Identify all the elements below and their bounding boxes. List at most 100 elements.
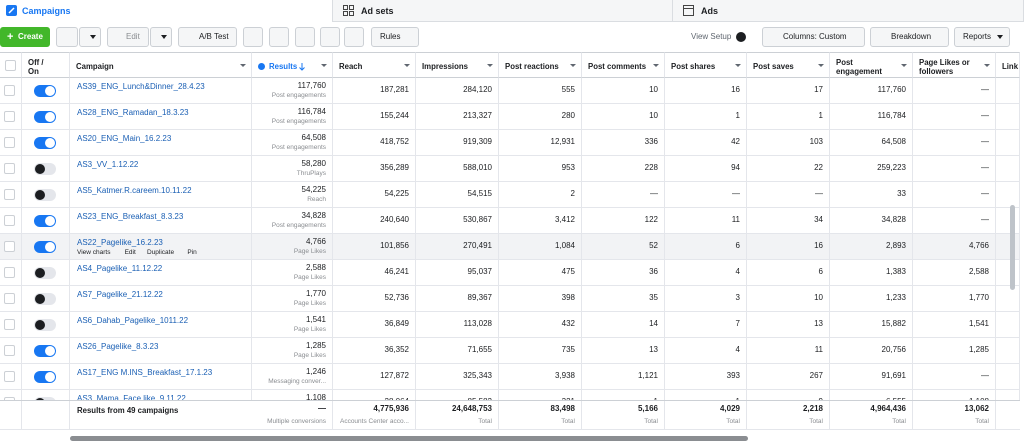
metric-value: 2,893 [885,241,906,250]
metric-value: 12,931 [550,137,575,146]
delete-button[interactable] [295,27,315,47]
header-cell[interactable]: Post engagement [830,52,913,78]
campaign-name[interactable]: AS26_Pagelike_8.3.23 [77,342,159,351]
row-checkbox[interactable] [4,293,15,304]
header-cell[interactable]: Post saves [747,52,830,78]
h-scrollbar[interactable] [70,436,748,441]
metric-value: 6,555 [886,397,906,400]
metric-value: 42 [731,137,740,146]
duplicate-button[interactable] [56,27,78,47]
ab-test-button[interactable]: A/B Test [178,27,237,47]
footer-label: Results from 49 campaigns [77,406,179,415]
table-row[interactable]: AS5_Katmer.R.careem.10.11.22 54,225 Reach 5… [0,182,1020,208]
table-row[interactable]: AS3_Mama_Face like_9.11.22 1,108Page Like… [0,390,1020,400]
undo-button[interactable] [269,27,289,47]
preview-button[interactable] [320,27,340,47]
toggle[interactable] [34,345,56,357]
toggle[interactable] [34,189,56,201]
toggle[interactable] [34,371,56,383]
table-row[interactable]: AS7_Pagelike_21.12.22 1,770 Page Likes 52,7… [0,286,1020,312]
report-button[interactable] [243,27,263,47]
toggle[interactable] [34,267,56,279]
header-cell[interactable]: Page Likes or followers [913,52,996,78]
table-row[interactable]: AS3_VV_1.12.22 58,280 ThruPlays 356,289 588,… [0,156,1020,182]
cell [0,338,22,364]
campaign-name[interactable]: AS28_ENG_Ramadan_18.3.23 [77,108,189,117]
tab[interactable]: Campaigns [0,0,333,22]
v-scrollbar[interactable] [1010,205,1015,290]
header-cell[interactable]: Impressions [416,52,499,78]
table-row[interactable]: AS20_ENG_Main_16.2.23 64,508 Post engageme… [0,130,1020,156]
toggle[interactable] [34,319,56,331]
columns-button[interactable]: Columns: Custom [762,27,865,47]
toggle[interactable] [34,397,56,400]
table-row[interactable]: AS23_ENG_Breakfast_8.3.23 34,828 Post enga… [0,208,1020,234]
campaign-name[interactable]: AS39_ENG_Lunch&Dinner_28.4.23 [77,82,205,91]
edit-button[interactable]: Edit [107,27,149,47]
campaign-name[interactable]: AS6_Dahab_Pagelike_1011.22 [77,316,189,325]
row-action[interactable]: Duplicate [147,249,175,256]
campaign-name[interactable]: AS3_Mama_Face like_9.11.22 [77,394,186,400]
reports-button[interactable]: Reports [954,27,1010,47]
breakdown-button[interactable]: Breakdown [870,27,949,47]
campaign-name[interactable]: AS5_Katmer.R.careem.10.11.22 [77,186,192,195]
header-cell[interactable]: Link [996,52,1020,78]
row-checkbox[interactable] [4,163,15,174]
header-cell[interactable]: Off / On [22,52,70,78]
cell: 117,760 Post engagements [252,78,333,104]
table-row[interactable]: AS17_ENG M.INS_Breakfast_17.1.23 1,246 Mes… [0,364,1020,390]
row-checkbox[interactable] [4,267,15,278]
table-row[interactable]: AS39_ENG_Lunch&Dinner_28.4.23 117,760 Post… [0,78,1020,104]
toggle[interactable] [34,215,56,227]
row-checkbox[interactable] [4,111,15,122]
tab[interactable]: Ad sets [333,0,673,22]
tab[interactable]: Ads [673,0,1024,22]
rules-button[interactable]: Rules [371,27,419,47]
campaign-name[interactable]: AS17_ENG M.INS_Breakfast_17.1.23 [77,368,213,377]
table-row[interactable]: AS4_Pagelike_11.12.22 2,588 Page Likes 46,2… [0,260,1020,286]
row-checkbox[interactable] [4,137,15,148]
header-cell[interactable]: Post comments [582,52,665,78]
table-row[interactable]: AS6_Dahab_Pagelike_1011.22 1,541 Page Like… [0,312,1020,338]
row-action[interactable]: View charts [77,249,111,256]
row-checkbox[interactable] [4,345,15,356]
toggle[interactable] [34,163,56,175]
toggle[interactable] [34,293,56,305]
result-value: 1,285 [305,341,326,350]
row-checkbox[interactable] [4,85,15,96]
header-cell[interactable]: Results [252,52,333,78]
toggle[interactable] [34,241,56,253]
toggle[interactable] [34,85,56,97]
header-cell[interactable]: Reach [333,52,416,78]
table-row[interactable]: AS22_Pagelike_16.2.23 View charts Edit Dupl… [0,234,1020,260]
row-checkbox[interactable] [4,241,15,252]
campaign-name[interactable]: AS4_Pagelike_11.12.22 [77,264,163,273]
footer-value: 13,062 [964,404,989,413]
campaign-name[interactable]: AS22_Pagelike_16.2.23 [77,238,163,247]
table-row[interactable]: AS26_Pagelike_8.3.23 1,285 Page Likes 36,35… [0,338,1020,364]
toggle[interactable] [34,137,56,149]
table-row[interactable]: AS28_ENG_Ramadan_18.3.23 116,784 Post enga… [0,104,1020,130]
campaign-name[interactable]: AS7_Pagelike_21.12.22 [77,290,163,299]
campaign-name[interactable]: AS3_VV_1.12.22 [77,160,139,169]
duplicate-menu[interactable] [79,27,101,47]
cell [0,156,22,182]
create-button[interactable]: + Create [0,27,50,47]
tag-button[interactable] [344,27,364,47]
row-checkbox[interactable] [4,215,15,226]
edit-menu[interactable] [150,27,172,47]
row-checkbox[interactable] [4,319,15,330]
row-checkbox[interactable] [4,397,15,400]
header-checkbox[interactable] [5,60,16,71]
campaign-name[interactable]: AS20_ENG_Main_16.2.23 [77,134,172,143]
row-checkbox[interactable] [4,371,15,382]
header-cell[interactable]: Post reactions [499,52,582,78]
header-cell[interactable]: Campaign [70,52,252,78]
header-cell[interactable]: Post shares [665,52,747,78]
view-setup-toggle[interactable] [736,32,746,42]
row-checkbox[interactable] [4,189,15,200]
row-action[interactable]: Edit [124,249,136,256]
campaign-name[interactable]: AS23_ENG_Breakfast_8.3.23 [77,212,184,221]
row-action[interactable]: Pin [187,249,197,256]
toggle[interactable] [34,111,56,123]
